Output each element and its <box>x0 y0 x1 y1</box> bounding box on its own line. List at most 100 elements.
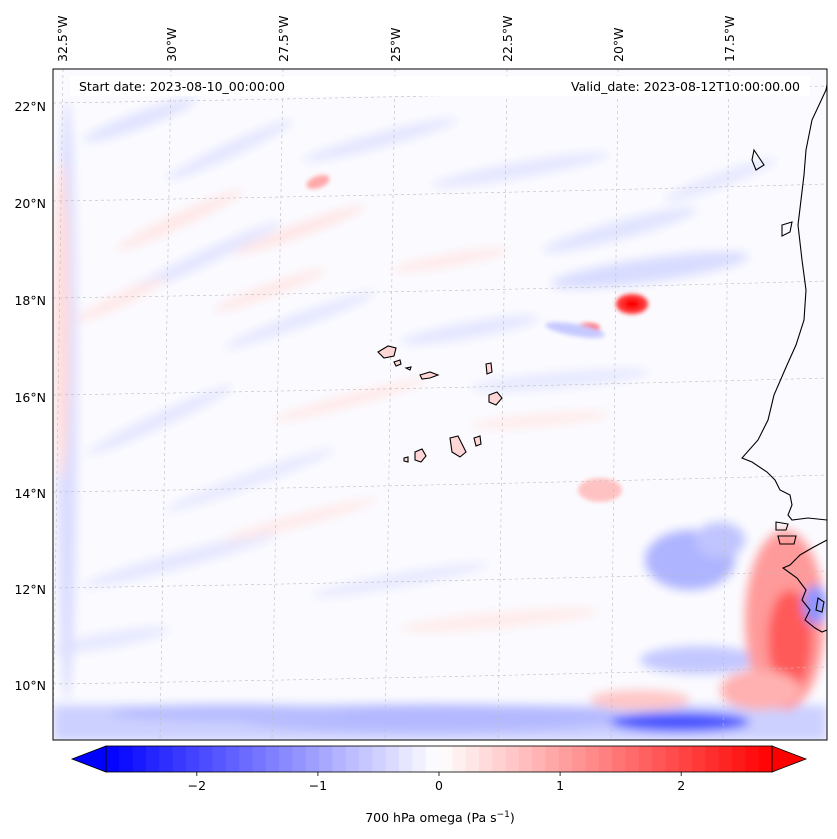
island-santo-antao <box>377 345 397 359</box>
omega-max-3 <box>306 175 330 189</box>
colorbar-step <box>732 746 746 772</box>
colorbar-steps <box>106 746 773 772</box>
gridline-lat-22 <box>53 85 827 104</box>
colorbar-step <box>305 746 320 772</box>
colorbar-step <box>439 746 453 772</box>
colorbar-step <box>132 746 147 772</box>
colorbar-step <box>239 746 254 772</box>
lat-tick-label: 20°N <box>14 196 46 211</box>
start-date-label: Start date: 2023-08-10_00:00:00 <box>79 79 285 94</box>
lon-tick-label: 17.5°W <box>722 16 737 62</box>
colorbar-step <box>145 746 160 772</box>
colorbar-step <box>558 746 573 772</box>
colorbar-step <box>518 746 533 772</box>
colorbar-step <box>412 746 427 772</box>
colorbar-tick-label: 1 <box>556 778 564 793</box>
gridline-lat-20 <box>53 183 827 202</box>
colorbar-step <box>678 746 693 772</box>
island-brava <box>403 456 409 463</box>
field-bands <box>53 98 777 700</box>
colorbar-step <box>718 746 733 772</box>
colorbar-ticks: −2 −1 0 1 2 <box>188 772 685 793</box>
field-south <box>53 522 827 740</box>
cape-verde-islands <box>377 345 503 463</box>
colorbar-step <box>465 746 480 772</box>
gridline-lon-27.5 <box>271 69 284 740</box>
colorbar-label: 700 hPa omega (Pa s−1) <box>365 810 515 825</box>
colorbar-step <box>279 746 294 772</box>
colorbar-tick-label: −2 <box>188 778 206 793</box>
colorbar-step <box>612 746 627 772</box>
colorbar-step <box>745 746 760 772</box>
lat-tick-label: 18°N <box>14 293 46 308</box>
colorbar-extend-high <box>771 745 808 773</box>
island-maio <box>473 435 482 447</box>
map-frame <box>52 68 828 741</box>
gridline-lat-16 <box>53 377 827 396</box>
lat-tick-label: 10°N <box>14 678 46 693</box>
field-background <box>53 69 827 740</box>
colorbar-step <box>119 746 134 772</box>
colorbar-tick-label: −1 <box>309 778 327 793</box>
colorbar-step <box>199 746 214 772</box>
island-sao-nicolau <box>419 371 440 380</box>
colorbar-step <box>758 746 773 772</box>
island-sao-vicente <box>393 359 402 367</box>
lon-tick-label: 32.5°W <box>55 16 70 62</box>
colorbar-step <box>319 746 334 772</box>
colorbar-step <box>265 746 280 772</box>
gridline-lon-22.5 <box>497 69 508 740</box>
colorbar-step <box>372 746 387 772</box>
lon-tick-label: 25°W <box>388 27 403 62</box>
colorbar-step <box>638 746 653 772</box>
colorbar-step <box>359 746 373 772</box>
lon-tick-labels: 32.5°W 30°W 27.5°W 25°W 22.5°W 20°W 17.5… <box>55 16 737 62</box>
island-fogo <box>414 448 427 463</box>
gridline-lat-18 <box>53 280 827 299</box>
colorbar-step <box>625 746 640 772</box>
island-santiago <box>449 435 467 458</box>
lon-tick-label: 20°W <box>611 27 626 62</box>
colorbar-step <box>598 746 613 772</box>
gridlines <box>53 69 827 740</box>
lat-tick-label: 16°N <box>14 390 46 405</box>
gridline-lat-14 <box>53 474 827 493</box>
colorbar-step <box>705 746 720 772</box>
colorbar-step <box>478 746 493 772</box>
colorbar-step <box>212 746 227 772</box>
colorbar-step <box>385 746 400 772</box>
gridline-lon-17.5 <box>722 69 730 740</box>
valid-date-label: Valid_date: 2023-08-12T10:00:00.00 <box>571 79 800 94</box>
colorbar-tick-label: 2 <box>677 778 685 793</box>
island-santa-luzia <box>404 366 412 371</box>
colorbar-step <box>492 746 507 772</box>
colorbar-step <box>106 746 120 772</box>
omega-min-1 <box>610 712 750 732</box>
colorbar-step <box>292 746 307 772</box>
field-extremes <box>306 175 648 502</box>
colorbar-step <box>345 746 360 772</box>
colorbar-step <box>545 746 560 772</box>
gridline-lon-32.5 <box>53 69 64 740</box>
colorbar-step <box>332 746 347 772</box>
colorbar-step <box>225 746 240 772</box>
colorbar-step <box>252 746 267 772</box>
gridline-lon-30 <box>159 69 172 740</box>
colorbar-step <box>652 746 667 772</box>
colorbar-step <box>159 746 174 772</box>
gridline-lat-10 <box>53 666 827 685</box>
lon-tick-label: 27.5°W <box>276 16 291 62</box>
colorbar-step <box>692 746 706 772</box>
info-banner <box>70 76 810 96</box>
omega-max-4 <box>578 478 622 502</box>
colorbar-step <box>585 746 600 772</box>
colorbar-step <box>452 746 467 772</box>
colorbar-step <box>572 746 587 772</box>
gridline-lon-25 <box>384 69 396 740</box>
coastlines <box>741 81 827 633</box>
colorbar-step <box>665 746 680 772</box>
africa-coastline-2 <box>781 539 827 633</box>
colorbar-step <box>399 746 413 772</box>
lat-tick-label: 12°N <box>14 582 46 597</box>
